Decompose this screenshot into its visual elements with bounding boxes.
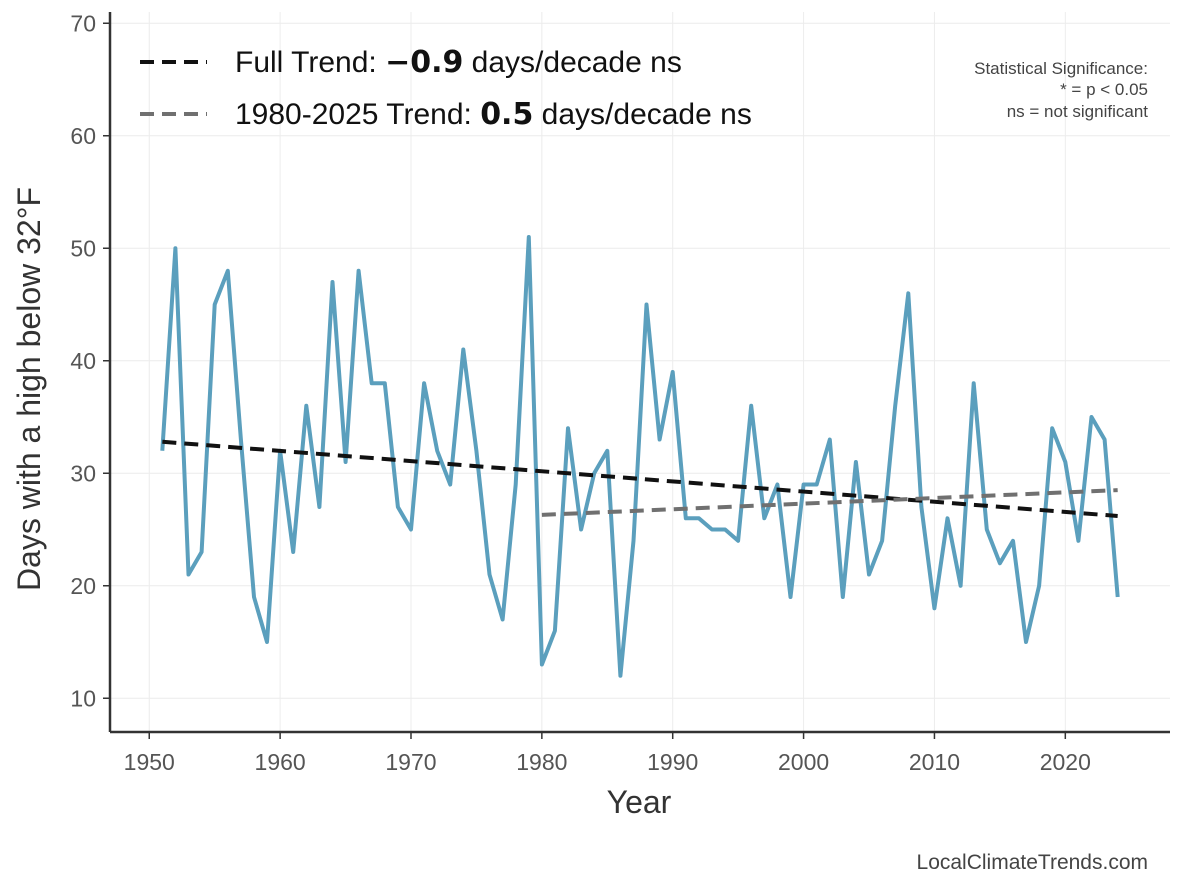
x-tick-label: 2010 — [909, 749, 960, 775]
x-tick-label: 1970 — [385, 749, 436, 775]
x-tick-label: 1980 — [516, 749, 567, 775]
trend-line-full — [162, 439, 1118, 518]
y-axis-title: Days with a high below 32°F — [11, 187, 47, 591]
significance-star: * = p < 0.05 — [1060, 80, 1148, 99]
x-tick-label: 1960 — [255, 749, 306, 775]
y-tick-label: 50 — [70, 235, 96, 261]
x-tick-label: 1950 — [124, 749, 175, 775]
axes — [108, 12, 1170, 734]
y-tick-label: 20 — [70, 573, 96, 599]
legend-full-suffix: days/decade ns — [463, 46, 681, 79]
significance-ns: ns = not significant — [1007, 102, 1149, 121]
y-tick-label: 60 — [70, 123, 96, 149]
x-axis-title: Year — [607, 784, 672, 820]
legend-recent-value: 0.5 — [480, 97, 533, 132]
legend-recent-prefix: 1980-2025 Trend: — [235, 98, 480, 131]
significance-title: Statistical Significance: — [974, 59, 1148, 78]
series-line-0 — [160, 235, 1120, 678]
legend-full-prefix: Full Trend: — [235, 46, 385, 79]
x-tick-label: 2020 — [1040, 749, 1091, 775]
trend-layer — [162, 439, 1118, 518]
legend-recent-suffix: days/decade ns — [533, 98, 751, 131]
legend-full-value: −0.9 — [385, 45, 463, 80]
ticks: 10 20 30 40 50 60 70 1950 1960 1970 1980 1990 2000 20… — [70, 10, 1090, 775]
trend-line-recent — [541, 488, 1118, 517]
y-tick-label: 10 — [70, 685, 96, 711]
y-tick-label: 30 — [70, 460, 96, 486]
watermark: LocalClimateTrends.com — [917, 851, 1148, 874]
series-layer — [160, 235, 1120, 678]
grid — [110, 12, 1170, 732]
legend-label-full-trend: Full Trend: −0.9 days/decade ns — [235, 45, 682, 80]
y-tick-label: 70 — [70, 10, 96, 36]
x-tick-label: 2000 — [778, 749, 829, 775]
significance-note: Statistical Significance: * = p < 0.05 n… — [974, 59, 1148, 121]
legend: Full Trend: −0.9 days/decade ns 1980-202… — [140, 45, 752, 132]
legend-label-recent-trend: 1980-2025 Trend: 0.5 days/decade ns — [235, 97, 752, 132]
x-tick-label: 1990 — [647, 749, 698, 775]
y-tick-label: 40 — [70, 348, 96, 374]
